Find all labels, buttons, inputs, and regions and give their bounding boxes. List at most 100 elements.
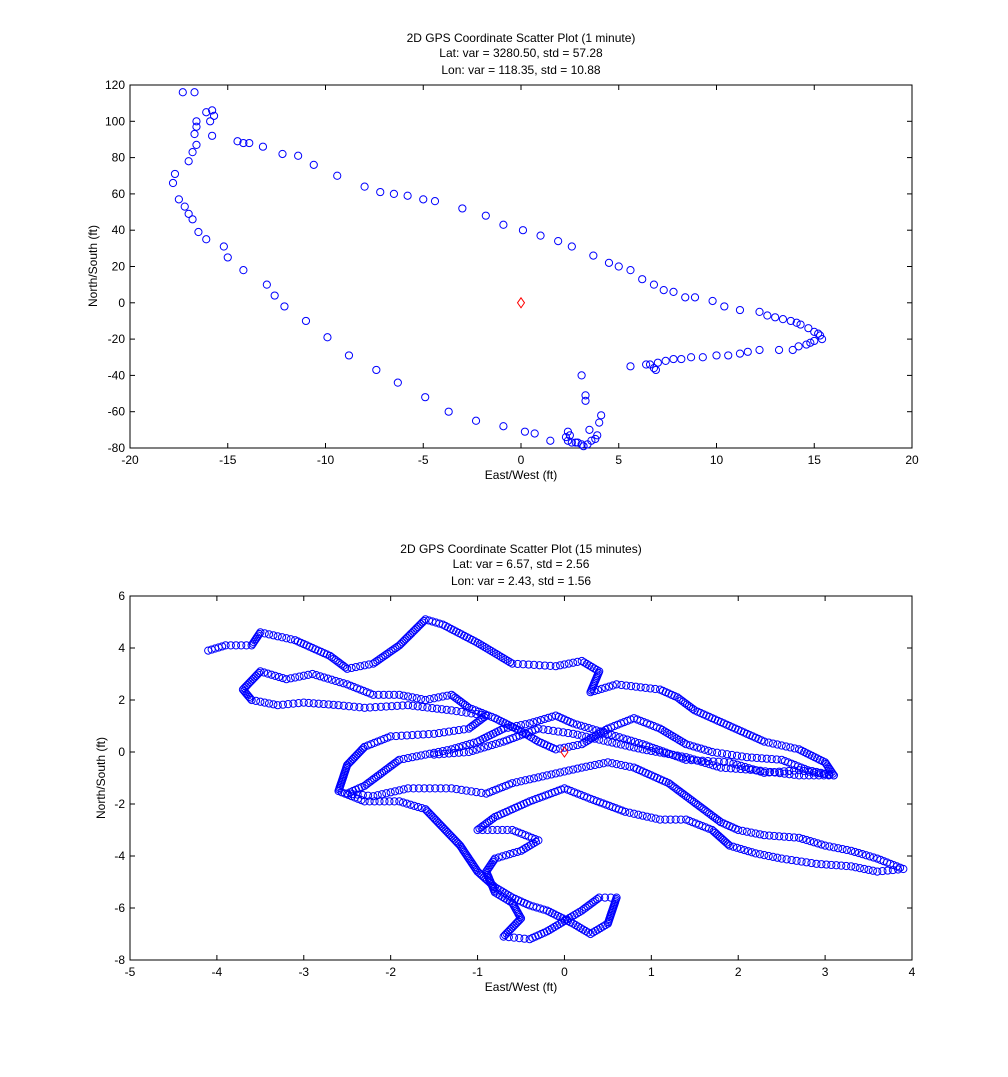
- chart-2-subtitle-lat: Lat: var = 6.57, std = 2.56: [453, 557, 590, 571]
- y-tick-label: -8: [114, 953, 125, 967]
- data-point: [441, 784, 451, 793]
- center-diamond-marker: [516, 296, 526, 309]
- data-point: [353, 790, 362, 799]
- data-point: [241, 688, 250, 697]
- data-point: [468, 746, 477, 755]
- data-point: [582, 732, 591, 741]
- data-point: [382, 789, 391, 798]
- data-point: [219, 242, 228, 251]
- data-point: [351, 662, 361, 672]
- data-point: [505, 926, 514, 935]
- data-point: [693, 756, 702, 765]
- data-point: [838, 844, 847, 854]
- data-point: [432, 704, 442, 713]
- data-point: [413, 730, 422, 739]
- chart-1-y-axis-label: North/South (ft): [86, 225, 100, 307]
- data-point: [676, 815, 685, 824]
- data-point: [255, 629, 264, 639]
- data-point: [309, 160, 318, 169]
- data-point: [262, 280, 271, 289]
- data-point: [600, 893, 610, 902]
- data-point: [398, 798, 408, 807]
- data-point: [765, 767, 775, 777]
- data-point: [188, 215, 197, 224]
- data-point: [634, 738, 643, 748]
- data-point: [599, 759, 608, 768]
- data-point: [757, 754, 766, 763]
- data-point: [752, 753, 761, 763]
- data-point: [284, 700, 293, 709]
- data-point: [487, 647, 496, 656]
- data-point: [513, 659, 522, 669]
- data-point: [612, 680, 621, 689]
- data-point: [343, 760, 352, 770]
- data-point: [286, 635, 295, 644]
- data-point: [732, 751, 742, 760]
- data-point: [466, 739, 475, 748]
- data-point: [221, 641, 230, 650]
- data-point: [735, 349, 745, 358]
- data-point: [700, 745, 709, 754]
- x-tick-label: 3: [822, 965, 829, 979]
- data-point: [771, 313, 780, 322]
- data-point: [512, 778, 521, 787]
- data-point: [755, 850, 765, 859]
- data-point: [353, 750, 362, 759]
- data-point: [424, 730, 433, 739]
- data-point: [586, 733, 595, 742]
- x-tick-label: -2: [385, 965, 396, 979]
- x-tick-label: -3: [298, 965, 309, 979]
- data-point: [726, 764, 735, 773]
- data-point: [893, 865, 903, 874]
- data-point: [688, 704, 697, 714]
- data-point: [178, 88, 187, 97]
- data-point: [403, 692, 413, 701]
- chart-2-ticks: [129, 595, 913, 961]
- data-point: [629, 743, 639, 752]
- chart-1-center-marker: [516, 296, 526, 309]
- data-point: [608, 738, 617, 747]
- data-point: [747, 848, 756, 857]
- data-point: [491, 649, 501, 658]
- data-point: [585, 425, 594, 434]
- data-point: [452, 707, 461, 716]
- data-point: [430, 729, 439, 738]
- data-point: [237, 641, 246, 650]
- data-point: [449, 749, 459, 758]
- data-point: [560, 767, 569, 776]
- data-point: [616, 740, 626, 749]
- data-point: [775, 832, 784, 841]
- data-point: [351, 751, 361, 761]
- data-point: [764, 738, 773, 747]
- data-point: [689, 755, 698, 764]
- data-point: [530, 429, 539, 438]
- data-point: [389, 189, 399, 198]
- data-point: [571, 920, 580, 930]
- y-tick-label: -40: [108, 368, 126, 382]
- data-point: [577, 371, 586, 380]
- data-point: [277, 633, 287, 642]
- data-point: [601, 683, 610, 692]
- data-point: [390, 690, 399, 699]
- chart-2-x-axis-label: East/West (ft): [485, 980, 557, 994]
- data-point: [665, 730, 674, 739]
- data-point: [348, 754, 358, 764]
- data-point: [605, 682, 614, 691]
- data-point: [350, 702, 359, 711]
- data-point: [865, 852, 874, 861]
- data-point: [478, 641, 487, 650]
- data-point: [658, 725, 667, 735]
- data-point: [781, 742, 791, 751]
- x-tick-label: -4: [212, 965, 223, 979]
- data-point: [280, 302, 289, 311]
- data-point: [595, 735, 604, 744]
- data-point: [689, 742, 698, 751]
- data-point: [743, 347, 752, 356]
- data-point: [233, 137, 242, 146]
- data-point: [577, 731, 586, 740]
- data-point: [565, 431, 574, 440]
- data-point: [590, 760, 599, 770]
- data-point: [464, 747, 473, 757]
- data-point: [419, 195, 428, 204]
- y-tick-label: -2: [114, 797, 125, 811]
